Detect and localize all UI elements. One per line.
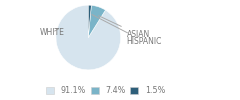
Wedge shape bbox=[56, 5, 121, 70]
Text: WHITE: WHITE bbox=[40, 28, 65, 37]
Wedge shape bbox=[88, 5, 105, 38]
Wedge shape bbox=[88, 5, 91, 38]
Legend: 91.1%, 7.4%, 1.5%: 91.1%, 7.4%, 1.5% bbox=[45, 85, 166, 96]
Text: ASIAN: ASIAN bbox=[99, 16, 150, 39]
Text: HISPANIC: HISPANIC bbox=[92, 14, 162, 46]
